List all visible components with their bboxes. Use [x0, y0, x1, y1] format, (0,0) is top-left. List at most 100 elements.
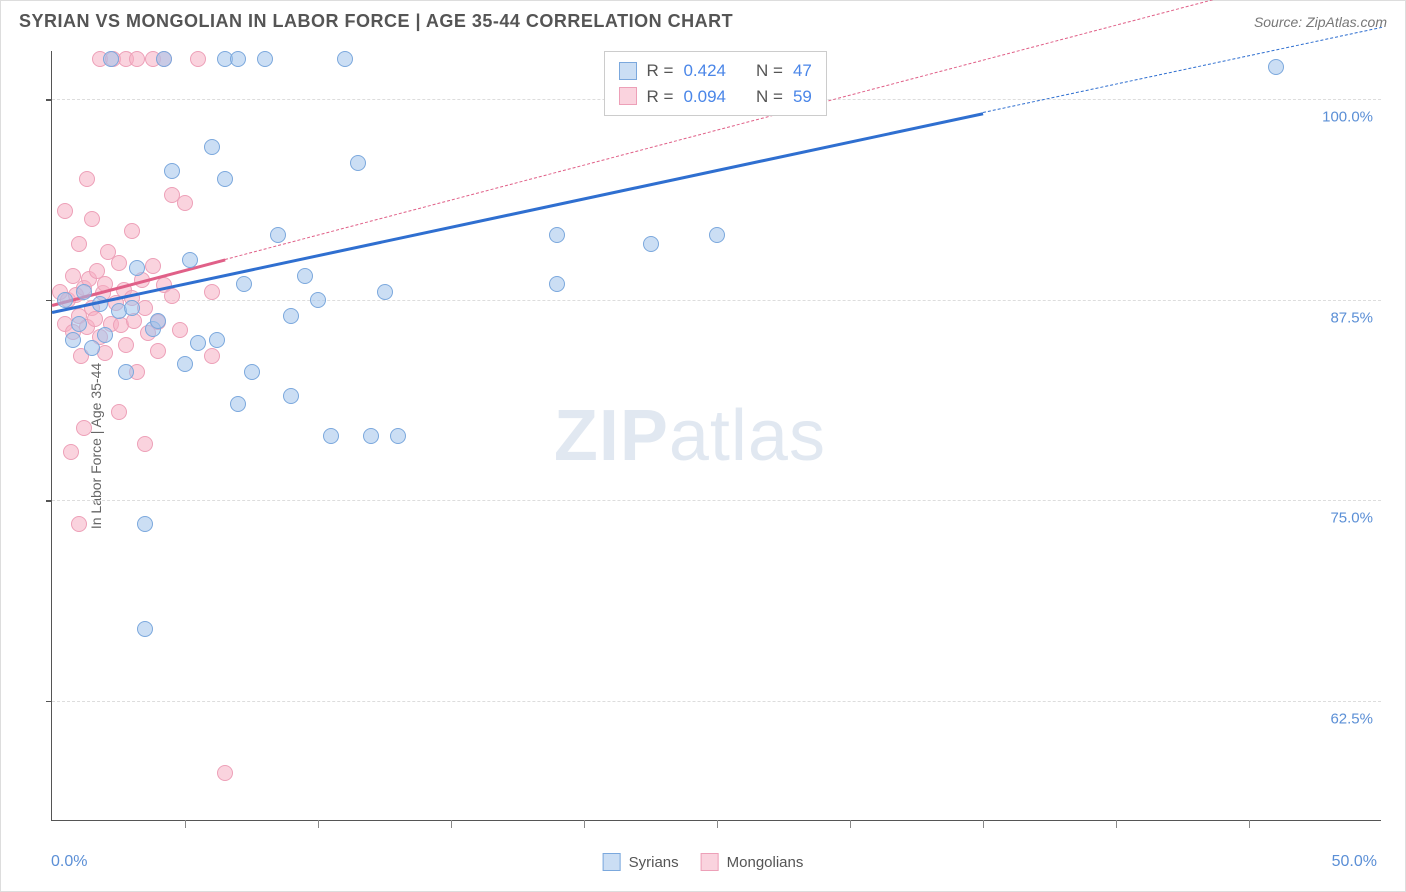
x-tick [717, 820, 718, 828]
r-value: 0.424 [683, 58, 726, 84]
scatter-point-syrians [177, 356, 193, 372]
scatter-point-syrians [230, 396, 246, 412]
x-tick [584, 820, 585, 828]
scatter-point-syrians [283, 388, 299, 404]
scatter-point-syrians [270, 227, 286, 243]
scatter-point-mongolians [172, 322, 188, 338]
scatter-point-syrians [236, 276, 252, 292]
scatter-point-syrians [390, 428, 406, 444]
scatter-point-syrians [337, 51, 353, 67]
scatter-point-syrians [150, 313, 166, 329]
x-tick [451, 820, 452, 828]
n-value: 59 [793, 84, 812, 110]
scatter-point-mongolians [71, 236, 87, 252]
chart-container: SYRIAN VS MONGOLIAN IN LABOR FORCE | AGE… [0, 0, 1406, 892]
y-tick-label: 75.0% [1330, 510, 1373, 527]
scatter-point-mongolians [150, 343, 166, 359]
swatch-icon [619, 87, 637, 105]
scatter-point-mongolians [63, 444, 79, 460]
scatter-point-syrians [323, 428, 339, 444]
swatch-icon [603, 853, 621, 871]
trend-line-syrians-dashed [983, 27, 1382, 113]
trend-line-syrians [52, 112, 984, 313]
scatter-point-syrians [124, 300, 140, 316]
x-tick [1249, 820, 1250, 828]
gridline [52, 300, 1381, 301]
scatter-point-mongolians [111, 255, 127, 271]
scatter-point-syrians [118, 364, 134, 380]
scatter-point-syrians [84, 340, 100, 356]
swatch-icon [701, 853, 719, 871]
scatter-point-mongolians [84, 211, 100, 227]
scatter-point-mongolians [177, 195, 193, 211]
scatter-point-syrians [137, 516, 153, 532]
trend-line-mongolians-dashed [225, 0, 1382, 260]
scatter-point-syrians [129, 260, 145, 276]
scatter-point-mongolians [111, 404, 127, 420]
y-tick [46, 701, 52, 703]
y-tick [46, 300, 52, 302]
y-tick-label: 100.0% [1322, 109, 1373, 126]
legend-stats-row: R = 0.424 N = 47 [619, 58, 812, 84]
x-tick [983, 820, 984, 828]
x-tick [318, 820, 319, 828]
scatter-point-syrians [209, 332, 225, 348]
scatter-point-syrians [297, 268, 313, 284]
scatter-point-syrians [257, 51, 273, 67]
scatter-point-mongolians [204, 284, 220, 300]
scatter-point-syrians [97, 327, 113, 343]
scatter-point-syrians [310, 292, 326, 308]
plot-area: ZIPatlas62.5%75.0%87.5%100.0%R =0.424N =… [51, 51, 1381, 821]
y-tick [46, 500, 52, 502]
scatter-point-syrians [103, 51, 119, 67]
gridline [52, 500, 1381, 501]
scatter-point-syrians [182, 252, 198, 268]
scatter-point-mongolians [124, 223, 140, 239]
legend-item-mongolians: Mongolians [701, 853, 804, 871]
scatter-point-mongolians [190, 51, 206, 67]
scatter-point-syrians [350, 155, 366, 171]
legend-label: Mongolians [727, 854, 804, 871]
chart-title: SYRIAN VS MONGOLIAN IN LABOR FORCE | AGE… [19, 11, 733, 32]
x-axis-start-label: 0.0% [51, 853, 87, 871]
scatter-point-syrians [57, 292, 73, 308]
scatter-point-syrians [190, 335, 206, 351]
n-label: N = [756, 58, 783, 84]
scatter-point-mongolians [87, 311, 103, 327]
y-tick [46, 99, 52, 101]
r-value: 0.094 [683, 84, 726, 110]
scatter-point-syrians [217, 171, 233, 187]
scatter-point-syrians [137, 621, 153, 637]
scatter-point-mongolians [79, 171, 95, 187]
x-tick [185, 820, 186, 828]
source-attribution: Source: ZipAtlas.com [1254, 14, 1387, 30]
scatter-point-syrians [643, 236, 659, 252]
scatter-point-syrians [1268, 59, 1284, 75]
r-label: R = [647, 84, 674, 110]
scatter-point-mongolians [57, 203, 73, 219]
scatter-point-syrians [164, 163, 180, 179]
x-axis-end-label: 50.0% [1332, 853, 1377, 871]
scatter-point-syrians [709, 227, 725, 243]
y-tick-label: 62.5% [1330, 710, 1373, 727]
scatter-point-syrians [230, 51, 246, 67]
scatter-point-mongolians [145, 258, 161, 274]
scatter-point-syrians [156, 51, 172, 67]
scatter-point-mongolians [164, 288, 180, 304]
swatch-icon [619, 62, 637, 80]
scatter-point-syrians [363, 428, 379, 444]
scatter-point-syrians [76, 284, 92, 300]
scatter-point-syrians [283, 308, 299, 324]
scatter-point-syrians [549, 227, 565, 243]
scatter-point-syrians [71, 316, 87, 332]
scatter-point-mongolians [217, 765, 233, 781]
title-bar: SYRIAN VS MONGOLIAN IN LABOR FORCE | AGE… [19, 11, 1387, 32]
r-label: R = [647, 58, 674, 84]
n-label: N = [756, 84, 783, 110]
scatter-point-mongolians [137, 436, 153, 452]
watermark: ZIPatlas [554, 395, 826, 477]
x-tick [1116, 820, 1117, 828]
n-value: 47 [793, 58, 812, 84]
scatter-point-syrians [549, 276, 565, 292]
scatter-point-mongolians [118, 337, 134, 353]
